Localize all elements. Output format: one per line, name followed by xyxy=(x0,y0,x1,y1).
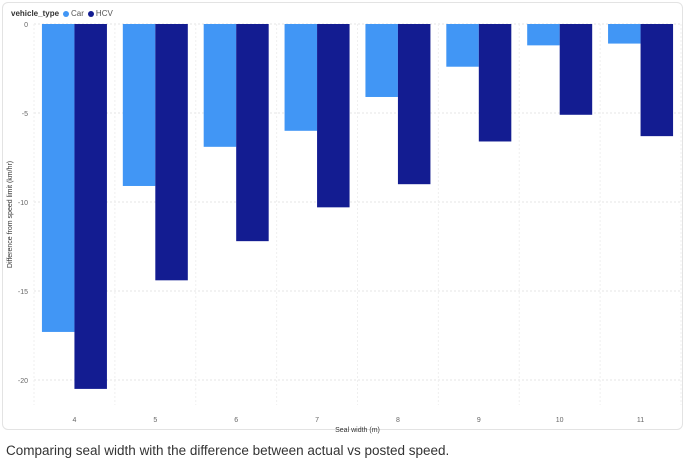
x-tick-label: 7 xyxy=(315,417,319,424)
bar-car-5 xyxy=(122,24,156,186)
x-tick-label: 11 xyxy=(637,417,644,424)
bar-chart: 0 -5 -10 -15 -20 4 5 6 7 8 9 10 11 Seal width (m) Diff… xyxy=(7,22,682,434)
bar-car-6 xyxy=(203,24,237,147)
bar-car-11 xyxy=(608,24,641,44)
legend: vehicle_type Car HCV xyxy=(11,9,117,18)
y-axis-title: Difference from speed limit (km/hr) xyxy=(7,161,14,268)
legend-title: vehicle_type xyxy=(11,9,60,18)
x-axis-title: Seal width (m) xyxy=(335,427,380,434)
legend-label-car: Car xyxy=(71,9,84,18)
y-tick-label: -10 xyxy=(18,200,28,207)
bar-car-8 xyxy=(365,24,398,97)
figure-caption: Comparing seal width with the difference… xyxy=(6,443,450,458)
bar-hcv-5 xyxy=(155,24,188,281)
x-tick-label: 6 xyxy=(234,417,238,424)
y-tick-label: -20 xyxy=(18,378,28,385)
legend-label-hcv: HCV xyxy=(95,9,113,18)
bar-hcv-11 xyxy=(640,24,674,137)
y-tick-label: -15 xyxy=(18,289,28,296)
legend-item-car[interactable]: Car xyxy=(63,9,84,18)
x-tick-label: 5 xyxy=(153,417,157,424)
bar-car-9 xyxy=(446,24,479,67)
bar-hcv-7 xyxy=(317,24,350,208)
legend-swatch-car xyxy=(63,10,70,17)
legend-swatch-hcv xyxy=(87,10,94,17)
bar-hcv-8 xyxy=(397,24,431,185)
bar-hcv-4 xyxy=(74,24,107,389)
y-tick-label: -5 xyxy=(22,111,28,118)
x-tick-label: 10 xyxy=(556,417,564,424)
bar-hcv-10 xyxy=(559,24,593,115)
x-tick-label: 9 xyxy=(477,417,481,424)
y-tick-label: 0 xyxy=(24,22,28,29)
x-tick-label: 8 xyxy=(396,417,400,424)
bar-car-4 xyxy=(41,24,75,332)
legend-item-hcv[interactable]: HCV xyxy=(87,9,113,18)
bar-hcv-9 xyxy=(478,24,512,142)
bar-car-10 xyxy=(527,24,560,46)
bar-hcv-6 xyxy=(236,24,269,242)
bar-car-7 xyxy=(284,24,318,131)
x-tick-label: 4 xyxy=(72,417,76,424)
